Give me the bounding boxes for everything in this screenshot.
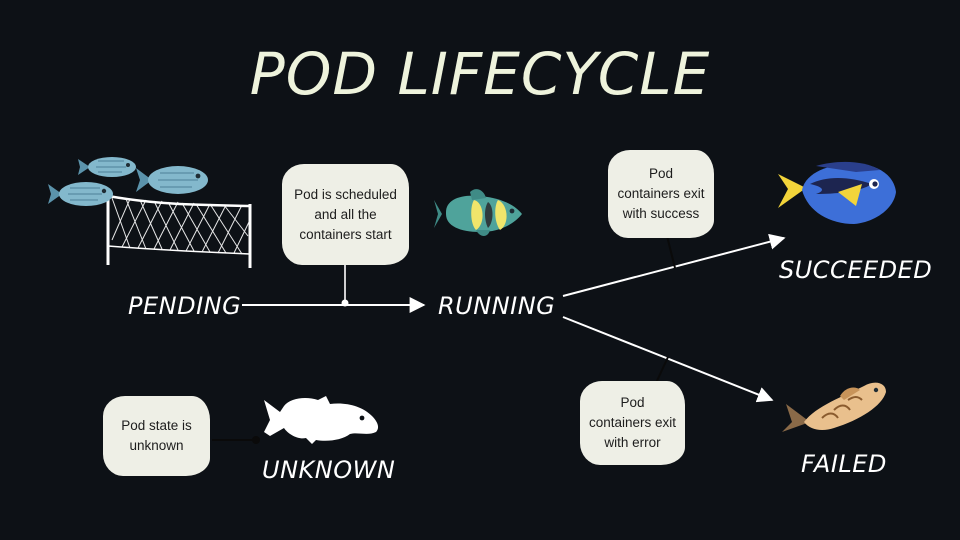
note-exit-error: Pod containers exit with error: [580, 381, 685, 465]
state-label-running: RUNNING: [438, 292, 556, 320]
silhouette-fish-icon: [264, 396, 379, 444]
state-label-succeeded: SUCCEEDED: [779, 256, 933, 284]
connector-success-note: [666, 235, 676, 269]
state-label-failed: FAILED: [801, 450, 887, 478]
clownfish-icon: [434, 189, 522, 236]
note-scheduled-text: Pod is scheduled and all the containers …: [294, 186, 397, 242]
note-unknown-text: Pod state is unknown: [121, 418, 192, 453]
note-scheduled: Pod is scheduled and all the containers …: [282, 164, 409, 265]
arrow-running-to-succeeded: [562, 233, 786, 297]
state-label-unknown: UNKNOWN: [262, 456, 396, 484]
koi-fish-icon: [782, 382, 886, 432]
blue-tang-fish-icon: [778, 161, 896, 224]
note-exit-error-text: Pod containers exit with error: [588, 395, 677, 450]
note-unknown: Pod state is unknown: [103, 396, 210, 476]
fish-school-net-icon: [48, 157, 252, 268]
connector-error-note: [655, 356, 669, 384]
connector-dot-unknown: [252, 436, 260, 444]
page-title: POD LIFECYCLE: [249, 40, 711, 108]
note-exit-success: Pod containers exit with success: [608, 150, 714, 238]
state-label-pending: PENDING: [128, 292, 242, 320]
connector-dot-scheduled: [341, 299, 349, 307]
note-exit-success-text: Pod containers exit with success: [617, 166, 705, 221]
